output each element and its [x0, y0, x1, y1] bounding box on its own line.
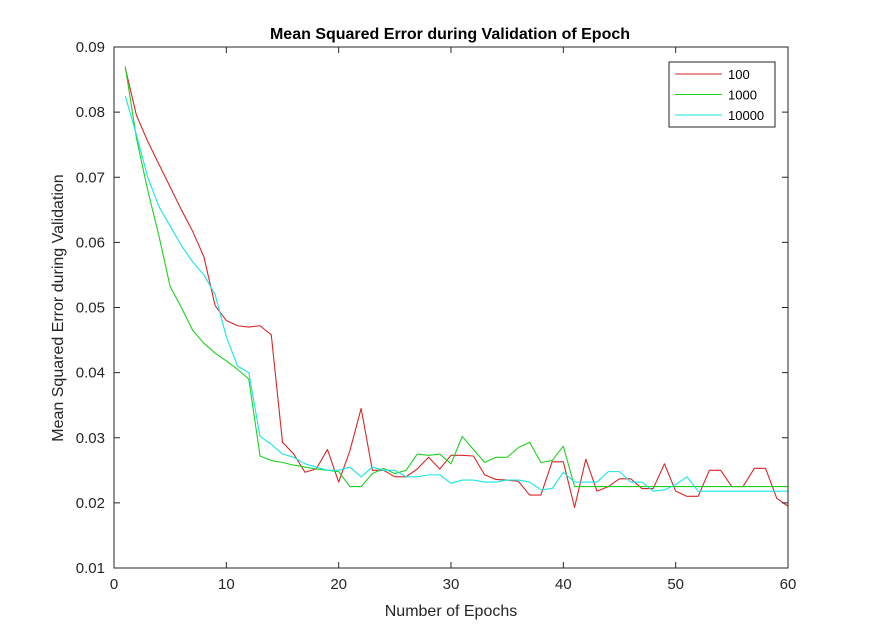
x-tick-label: 0 [110, 576, 118, 593]
x-tick-label: 50 [667, 576, 684, 593]
legend-label-1000: 1000 [728, 88, 757, 103]
y-axis-label: Mean Squared Error during Validation [50, 174, 67, 441]
y-tick-label: 0.01 [76, 560, 105, 577]
series-line-100 [124, 67, 789, 508]
series-layer [124, 66, 789, 508]
y-tick-label: 0.05 [76, 300, 105, 317]
y-tick-label: 0.09 [76, 39, 105, 56]
x-tick-label: 40 [555, 576, 572, 593]
series-line-10000 [124, 95, 788, 492]
x-tick-label: 20 [330, 576, 347, 593]
x-tick-label: 10 [218, 576, 235, 593]
y-tick-label: 0.04 [76, 365, 105, 382]
y-tick-label: 0.06 [76, 234, 105, 251]
y-tick-label: 0.07 [76, 169, 105, 186]
y-tick-label: 0.08 [76, 104, 105, 121]
series-line-1000 [124, 66, 788, 488]
legend: 100 1000 10000 [668, 61, 776, 128]
plot-area [114, 47, 788, 568]
y-tick-label: 0.02 [76, 495, 105, 512]
x-tick-label: 60 [780, 576, 797, 593]
x-axis-label: Number of Epochs [385, 603, 518, 620]
y-tick-label: 0.03 [76, 430, 105, 447]
legend-label-10000: 10000 [728, 108, 764, 123]
chart-title: Mean Squared Error during Validation of … [270, 26, 630, 43]
x-tick-label: 30 [443, 576, 460, 593]
legend-label-100: 100 [728, 67, 750, 82]
ticks-layer: 0 10 20 30 40 50 60 0.01 0.02 0.03 0.04 0.05 0.06 0.0… [76, 39, 797, 593]
